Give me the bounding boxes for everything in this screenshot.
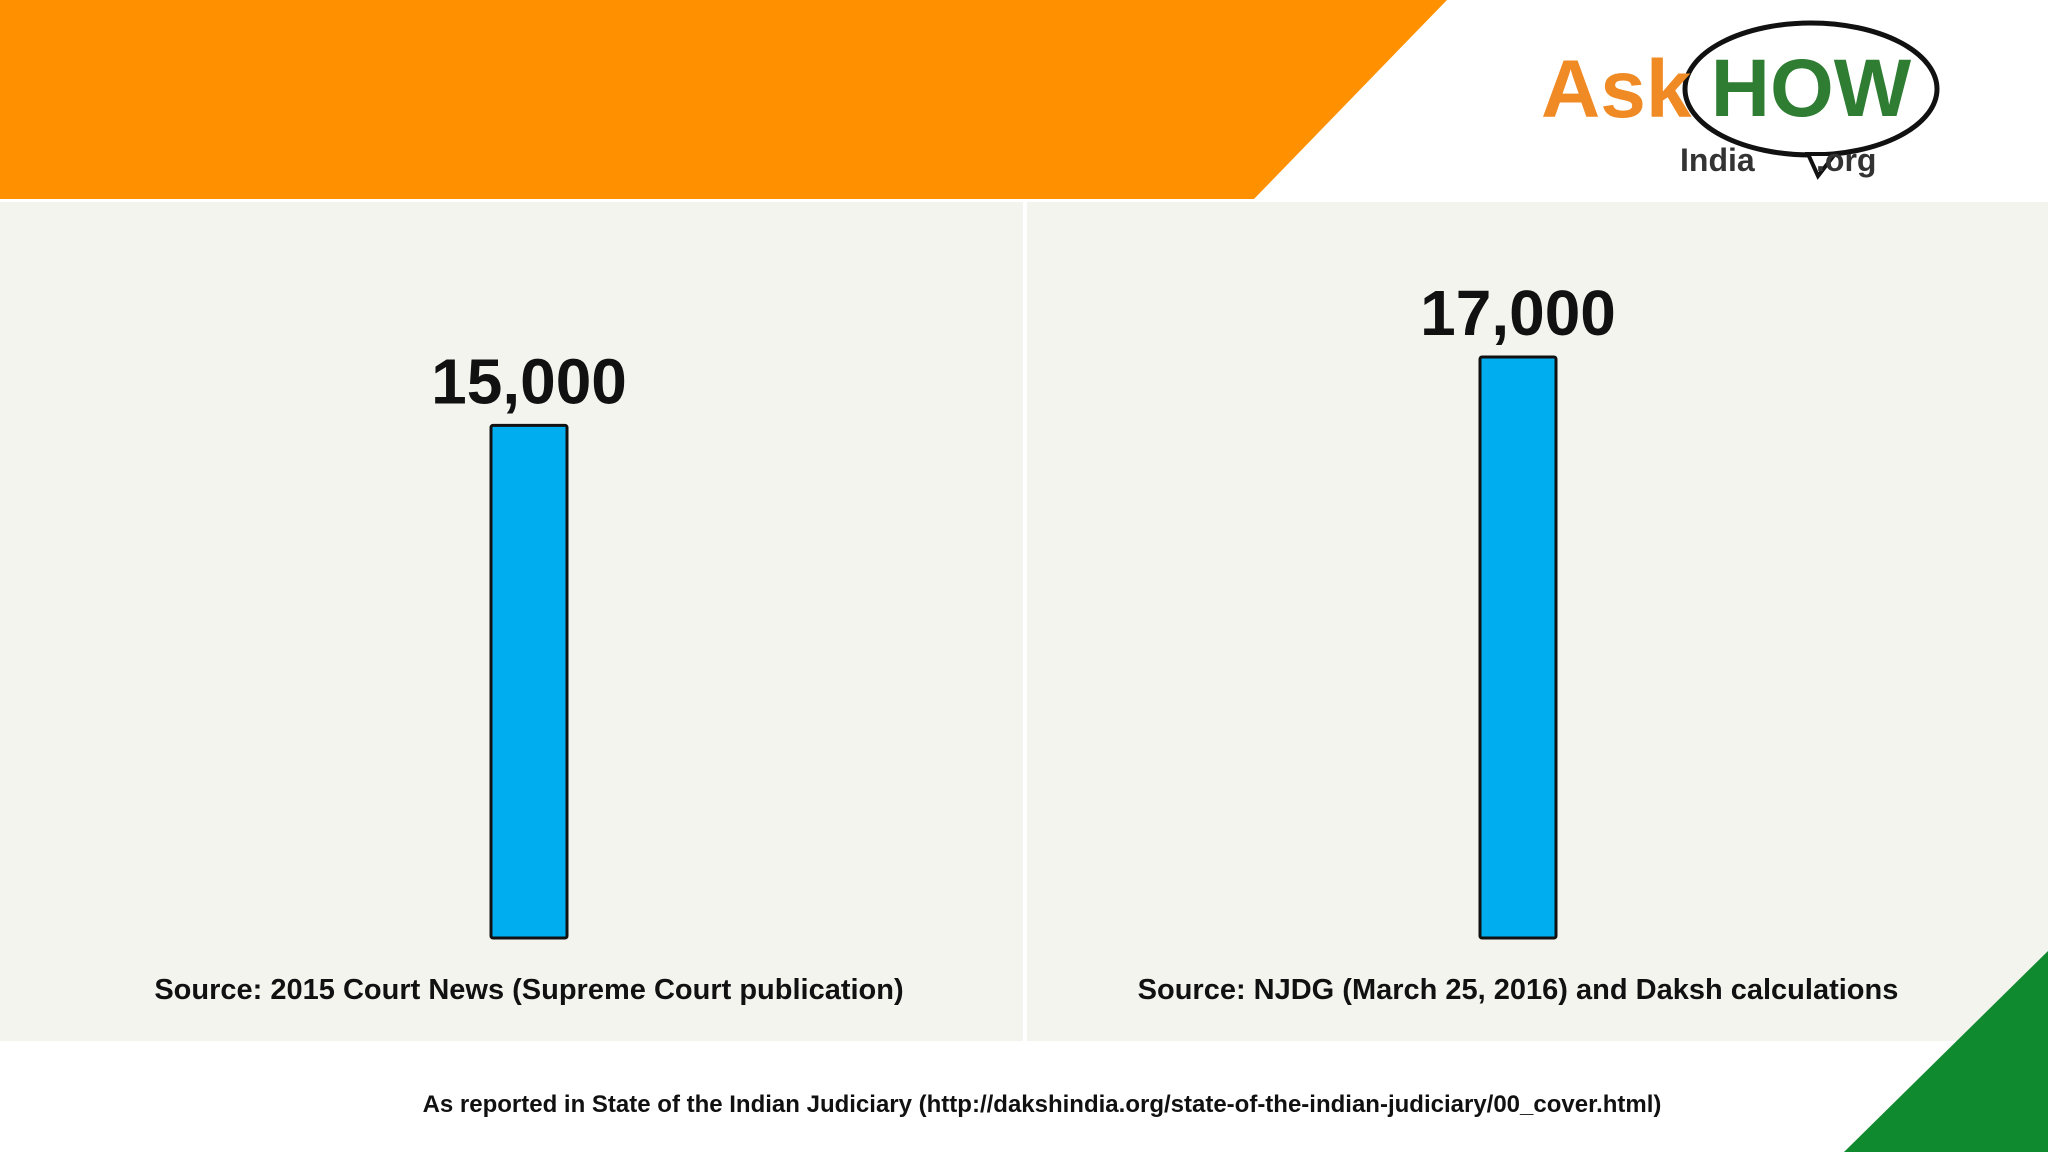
orange-banner	[0, 0, 1447, 199]
bar	[1478, 355, 1558, 940]
bar	[489, 423, 569, 940]
source-label: Source: 2015 Court News (Supreme Court p…	[154, 974, 903, 1006]
logo-tail	[1804, 152, 1840, 180]
green-corner	[1844, 951, 2048, 1152]
logo-india: India	[1680, 142, 1755, 178]
source-label: Source: NJDG (March 25, 2016) and Daksh …	[1138, 974, 1899, 1006]
logo: Ask HOW India .org	[1541, 20, 1940, 180]
logo-org: .org	[1816, 142, 1876, 178]
footer: As reported in State of the Indian Judic…	[423, 1091, 1662, 1118]
value-label: 17,000	[1420, 277, 1616, 349]
logo-ask: Ask	[1541, 44, 1692, 135]
value-label: 15,000	[431, 345, 627, 417]
logo-how: HOW	[1711, 43, 1912, 134]
